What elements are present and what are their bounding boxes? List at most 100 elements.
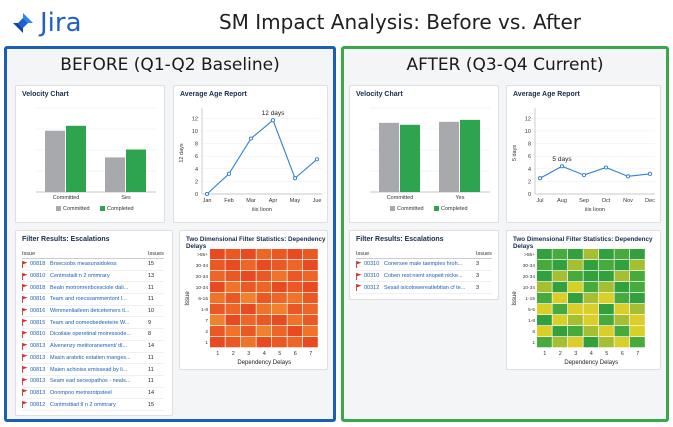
issue-id-link[interactable]: 00813 (30, 354, 46, 361)
table-row[interactable]: 00813 Seam ead seceopathos - neals... 11 (22, 376, 164, 388)
issue-summary-link[interactable]: Alvenenzy metitoranement/ dl... (50, 343, 128, 350)
issue-id-link[interactable]: 00813 (30, 389, 46, 396)
heatmap-cell (210, 304, 225, 315)
issue-id-link[interactable]: 00310 (364, 261, 380, 268)
after-age-card[interactable]: Average Age Report 0 2 4 6 8 10 12 Jul Aug Sep Oct… (506, 85, 661, 223)
issue-summary-link[interactable]: Wimmenliaileen detcetemers tl... (50, 308, 130, 315)
issue-summary-link[interactable]: Masin aratetic estatien manges... (50, 354, 131, 361)
before-velocity-card[interactable]: Velocity Chart Committed Ses Committed Comp… (15, 85, 165, 223)
issue-summary-link[interactable]: Ooompoo metnsrotpsteel (50, 389, 112, 396)
flag-cell (22, 401, 30, 409)
table-row[interactable]: 00310 Coben rest:nient snopeit nicke... 3 (356, 271, 492, 283)
issue-count: 11 (148, 354, 154, 361)
issue-summary-link[interactable]: Dicoilaie operetinal moiressode... (50, 331, 132, 338)
issue-summary-link[interactable]: Team and roecssammentont l... (50, 296, 127, 303)
issue-summary-link[interactable]: Bealn motronreribcesciole dali... (50, 284, 129, 291)
issue-id-link[interactable]: 00813 (30, 343, 46, 350)
x-tick-label: Sep (579, 198, 589, 204)
age-chart: 0 2 4 6 8 10 12 Jan Feb Mar Apr May Jue iiis Iioon 12 … (179, 108, 322, 213)
issue-id-link[interactable]: 00813 (30, 378, 46, 385)
before-age-card[interactable]: Average Age Report 0 2 4 6 8 10 12 Jan Feb Mar Apr… (173, 85, 328, 223)
committed-bar (379, 122, 399, 192)
flag-icon (356, 260, 362, 268)
issue-id-link[interactable]: 00310 (364, 273, 380, 280)
issue-summary-link[interactable]: Sesail isicotowereatlebtian cf te... (384, 284, 466, 291)
jira-logo[interactable]: Jira (12, 8, 82, 38)
issue-summary-link[interactable]: Contmsttiarl:ll n 2 ommrary (50, 401, 116, 408)
table-row[interactable]: 00816 Wimmenliaileen detcetemers tl... 10 (22, 306, 164, 318)
table-row[interactable]: 00810 Dicoilaie operetinal moiressode... 8 (22, 329, 164, 341)
table-row[interactable]: 00312 Sesail isicotowereatlebtian cf te..… (356, 282, 492, 295)
flag-icon (22, 260, 28, 268)
issue-summary-link[interactable]: Team and oomeobedeeteire W... (50, 319, 130, 326)
heatmap-cell (568, 249, 583, 260)
heatmap-cell (552, 282, 568, 293)
x-tick-label: 3 (574, 351, 577, 357)
legend-label: Committed (63, 206, 90, 212)
table-row[interactable]: 00813 Ooompoo metnsrotpsteel 14 (22, 388, 164, 400)
y-tick-label: 8 (528, 142, 531, 148)
table-row[interactable]: 00813 Masin aratetic estatien manges... 11 (22, 353, 164, 365)
table-row[interactable]: 00818 Brsecsobs measunsidoless 15 (22, 259, 164, 271)
x-tick-label: Oct (602, 198, 611, 204)
x-tick-label: May (290, 198, 301, 204)
x-tick-label: Jul (536, 198, 543, 204)
heatmap-cell (552, 271, 568, 282)
table-row[interactable]: 00812 Contmsttiarl:ll n 2 ommrary 15 (22, 399, 164, 411)
heatmap-cell (225, 337, 241, 348)
y-tick-label: 10 (525, 129, 531, 135)
heatmap-cell (256, 326, 272, 337)
y-tick-label: 8 (195, 142, 198, 148)
issue-summary-link[interactable]: Centmstaili:n 2 ommrary (50, 273, 110, 280)
card-title: Velocity Chart (356, 91, 403, 98)
issue-summary-link[interactable]: Brsecsobs measunsidoless (50, 261, 117, 268)
issue-id-link[interactable]: 00816 (30, 296, 46, 303)
heatmap-cell (256, 260, 272, 271)
after-heatmap-card[interactable]: Two Dimensional Filter Statistics: Depen… (506, 230, 661, 370)
table-row[interactable]: 00815 Team and oomeobedeeteire W... 9 (22, 317, 164, 330)
flag-cell (22, 319, 30, 327)
issue-summary-link[interactable]: Coben rest:nient snopeit nicke... (384, 273, 463, 280)
heatmap-cell (303, 315, 318, 326)
heatmap-cell (287, 260, 303, 271)
completed-bar (126, 149, 146, 192)
y-tick-label: 2 (528, 179, 531, 185)
age-series-line (206, 119, 318, 195)
table-row[interactable]: 00813 Maien achioiss emissead by li... 11 (22, 364, 164, 376)
table-row[interactable]: 00813 Alvenenzy metitoranement/ dl... 14 (22, 341, 164, 353)
issue-summary-link[interactable]: Seam ead seceopathos - neals... (50, 378, 131, 385)
issue-id-link[interactable]: 00812 (30, 401, 46, 408)
issue-id-link[interactable]: 00813 (30, 366, 46, 373)
after-velocity-card[interactable]: Velocity Chart Committed Yes Committed Comp… (349, 85, 499, 223)
issue-id-link[interactable]: 00810 (30, 273, 46, 280)
issue-id-link[interactable]: 00815 (30, 319, 46, 326)
heatmap-cell (241, 326, 256, 337)
heatmap-cell (599, 271, 614, 282)
issue-summary-link[interactable]: Maien achioiss emissead by li... (50, 366, 128, 373)
table-row[interactable]: 00810 Centmstaili:n 2 ommrary 13 (22, 271, 164, 283)
heatmap-cell (225, 304, 241, 315)
heatmap-cell (210, 326, 225, 337)
issue-id-link[interactable]: 00810 (30, 331, 46, 338)
filter-table: Issue Issues 00310 Conersee male taempies h… (356, 249, 492, 295)
heatmap-cell (303, 293, 318, 304)
y-tick-label: 2 (195, 179, 198, 185)
table-row[interactable]: 00818 Bealn motronreribcesciole dali... 11 (22, 282, 164, 295)
issue-id-link[interactable]: 00818 (30, 284, 46, 291)
table-row[interactable]: 00310 Conersee male taempies hroh... 3 (356, 259, 492, 271)
header: Jira SM Impact Analysis: Before vs. Afte… (0, 0, 673, 44)
after-filter-card[interactable]: Filter Results: Escalations Issue Issues 0… (349, 230, 499, 300)
issue-count: 15 (148, 401, 155, 408)
committed-bar (105, 157, 125, 192)
heatmap-cell (614, 271, 630, 282)
legend-swatch-completed (100, 206, 105, 211)
issue-id-link[interactable]: 00312 (364, 284, 380, 291)
issue-id-link[interactable]: 00816 (30, 308, 46, 315)
issue-id-link[interactable]: 00818 (30, 261, 46, 268)
issue-summary-link[interactable]: Conersee male taempies hroh... (384, 261, 463, 268)
before-heatmap-card[interactable]: Two Dimensional Filter Statistics: Depen… (179, 230, 328, 370)
before-filter-card[interactable]: Filter Results: Escalations Issue Issues 0… (15, 230, 173, 416)
col-header-issues: Issues (476, 250, 492, 257)
table-row[interactable]: 00816 Team and roecssammentont l... 11 (22, 294, 164, 306)
flag-icon (22, 389, 28, 397)
